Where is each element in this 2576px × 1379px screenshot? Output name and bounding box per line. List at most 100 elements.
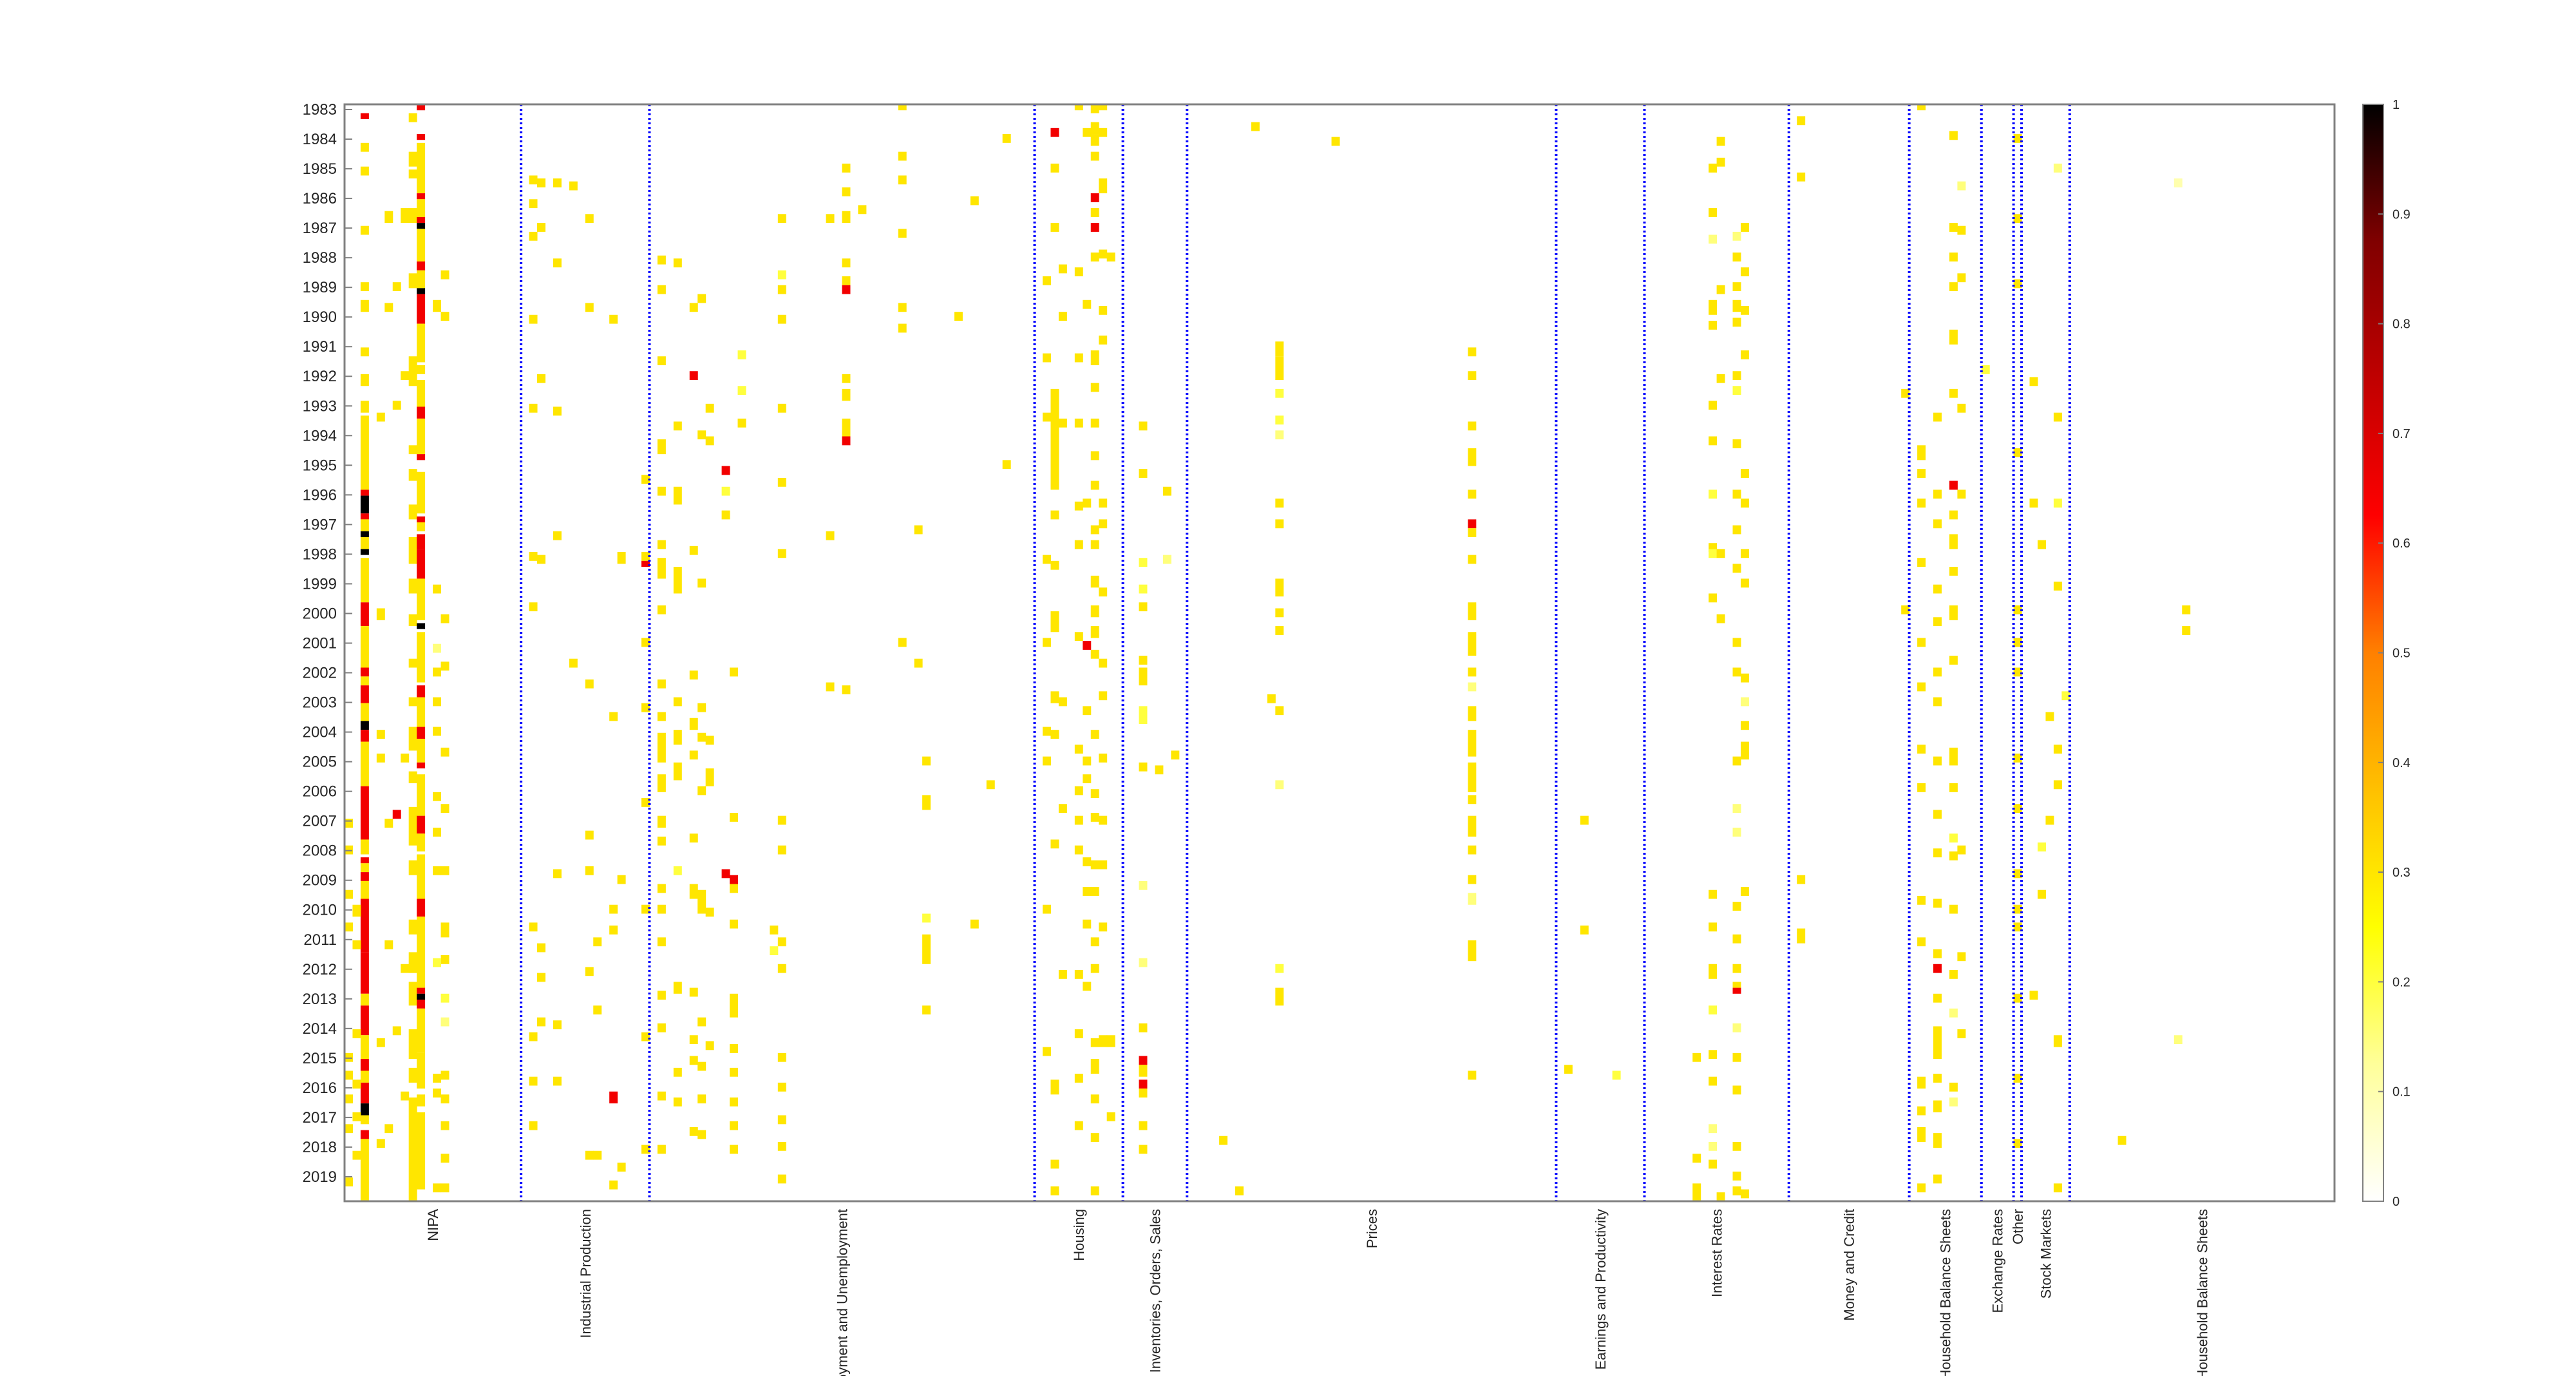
heatmap-cell: [1957, 181, 1966, 191]
heatmap-cell: [1090, 122, 1099, 135]
heatmap-cell: [417, 762, 426, 769]
heatmap-cell: [1949, 510, 1958, 520]
heatmap-cell: [537, 973, 545, 982]
heatmap-cell: [858, 205, 867, 214]
heatmap-cell: [2053, 499, 2062, 508]
heatmap-cell: [1716, 374, 1725, 383]
heatmap-cell: [657, 937, 666, 947]
heatmap-cell: [1099, 128, 1108, 137]
heatmap-cell: [954, 312, 963, 321]
heatmap-cell: [360, 519, 369, 531]
heatmap-cell: [433, 584, 442, 594]
heatmap-cell: [1139, 1065, 1148, 1077]
heatmap-cell: [433, 697, 442, 707]
heatmap-cell: [1139, 1023, 1148, 1032]
heatmap-cell: [1074, 815, 1083, 825]
heatmap-cell: [1155, 765, 1164, 775]
heatmap-cell: [1050, 128, 1059, 137]
y-tick-label: 2019: [303, 1168, 337, 1186]
group-separators: [520, 104, 2071, 1201]
heatmap-cell: [705, 403, 714, 413]
heatmap-cell: [617, 875, 626, 884]
heatmap-cell: [408, 727, 417, 751]
heatmap-cell: [360, 667, 369, 677]
heatmap-cell: [1468, 555, 1477, 564]
heatmap-cell: [553, 406, 562, 416]
heatmap-cell: [1468, 730, 1477, 757]
heatmap-cell: [697, 1061, 706, 1071]
heatmap-cell: [1090, 480, 1099, 490]
heatmap-cell: [1090, 1186, 1099, 1195]
heatmap-cell: [417, 142, 426, 149]
heatmap-cell: [1468, 795, 1477, 804]
heatmap-cell: [345, 1070, 353, 1080]
heatmap-cell: [529, 1076, 538, 1086]
heatmap-cell: [1917, 895, 1926, 905]
heatmap-cell: [657, 356, 666, 366]
heatmap-cell: [585, 830, 594, 840]
y-tick-label: 2003: [303, 694, 337, 712]
heatmap-cell: [1050, 1186, 1059, 1195]
heatmap-cell: [1275, 626, 1284, 635]
heatmap-cell: [1732, 828, 1741, 837]
heatmap-cell: [2013, 448, 2022, 457]
heatmap-cell: [352, 1079, 361, 1089]
heatmap-cell: [1042, 756, 1051, 766]
heatmap-cell: [1090, 151, 1099, 161]
heatmap-cell: [1050, 510, 1059, 520]
heatmap-cell: [1074, 1029, 1083, 1038]
heatmap-cell: [1050, 223, 1059, 232]
heatmap-cell: [1917, 1183, 1926, 1193]
heatmap-cell: [529, 552, 538, 561]
heatmap-cell: [1083, 919, 1092, 929]
heatmap-cell: [1957, 273, 1966, 283]
heatmap-cell: [433, 958, 442, 967]
heatmap-cell: [1099, 499, 1108, 508]
heatmap-cell: [1058, 264, 1067, 274]
heatmap-cell: [898, 229, 907, 238]
heatmap-cell: [922, 913, 931, 923]
heatmap-cell: [673, 697, 682, 707]
heatmap-cell: [537, 555, 545, 564]
heatmap-cell: [1740, 673, 1749, 683]
heatmap-cell: [345, 1052, 353, 1062]
y-tick-label: 1987: [303, 220, 337, 237]
heatmap-cell: [1732, 1141, 1741, 1151]
heatmap-cell: [529, 175, 538, 185]
heatmap-cell: [1219, 1136, 1228, 1145]
heatmap-cell: [2013, 904, 2022, 914]
heatmap-cell: [376, 412, 385, 422]
heatmap-cell: [705, 736, 714, 745]
heatmap-cell: [593, 937, 602, 947]
heatmap-cell: [401, 1091, 410, 1101]
y-tick-label: 1992: [303, 368, 337, 385]
heatmap-cell: [360, 490, 369, 496]
heatmap-cell: [914, 658, 923, 668]
heatmap-cell: [1949, 252, 1958, 262]
heatmap-cell: [376, 730, 385, 739]
heatmap-cell: [417, 1112, 426, 1190]
heatmap-cell: [1083, 706, 1092, 716]
heatmap-cell: [360, 1005, 369, 1036]
heatmap-cell: [1106, 252, 1115, 262]
heatmap-cell: [440, 1070, 450, 1080]
heatmap-cell: [1275, 780, 1284, 790]
heatmap-cell: [1740, 469, 1749, 478]
heatmap-cell: [1050, 730, 1059, 739]
heatmap-cell: [440, 866, 450, 875]
heatmap-cell: [1957, 845, 1966, 855]
heatmap-cell: [360, 558, 369, 603]
heatmap-cell: [1468, 347, 1477, 357]
y-tick-label: 2005: [303, 754, 337, 771]
heatmap-cell: [1732, 987, 1741, 994]
heatmap-cell: [1957, 952, 1966, 962]
colorbar-tick-label: 0.9: [2392, 207, 2410, 222]
heatmap-cell: [433, 1089, 442, 1098]
heatmap-cell: [1099, 860, 1108, 870]
heatmap-cell: [408, 356, 417, 386]
heatmap-cell: [1083, 300, 1092, 309]
heatmap-cell: [2053, 1183, 2062, 1193]
heatmap-cell: [408, 578, 417, 594]
heatmap-cell: [1580, 815, 1589, 825]
heatmap-cell: [777, 549, 786, 558]
